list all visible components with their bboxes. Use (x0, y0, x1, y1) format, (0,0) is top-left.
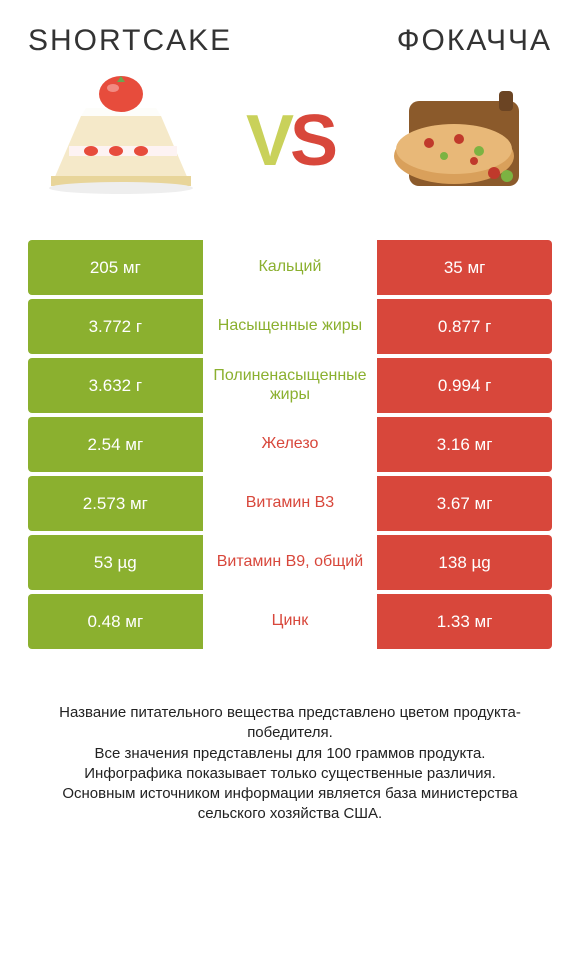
footer-line-1: Название питательного вещества представл… (32, 703, 548, 744)
nutrient-label: Железо (203, 417, 378, 472)
table-row: 3.632 гПолиненасыщенные жиры0.994 г (28, 358, 552, 413)
table-row: 53 µgВитамин B9, общий138 µg (28, 535, 552, 590)
right-value: 3.67 мг (377, 476, 552, 531)
focaccia-image (374, 76, 544, 206)
nutrient-label: Кальций (203, 240, 378, 295)
vs-label: VS (246, 100, 334, 182)
table-row: 0.48 мгЦинк1.33 мг (28, 594, 552, 649)
titles-row: SHORTCAKE ФОКАЧЧА (28, 24, 552, 58)
vs-s: S (290, 101, 334, 181)
infographic-container: SHORTCAKE ФОКАЧЧА VS (0, 0, 580, 964)
left-value: 3.632 г (28, 358, 203, 413)
left-value: 0.48 мг (28, 594, 203, 649)
nutrition-table: 205 мгКальций35 мг3.772 гНасыщенные жиры… (28, 240, 552, 653)
left-value: 3.772 г (28, 299, 203, 354)
table-row: 205 мгКальций35 мг (28, 240, 552, 295)
footer-line-4: Основным источником информации является … (32, 784, 548, 825)
right-value: 138 µg (377, 535, 552, 590)
left-value: 53 µg (28, 535, 203, 590)
footer-text: Название питательного вещества представл… (28, 703, 552, 825)
shortcake-image (36, 76, 206, 206)
left-value: 2.573 мг (28, 476, 203, 531)
nutrient-label: Витамин B3 (203, 476, 378, 531)
left-value: 205 мг (28, 240, 203, 295)
table-row: 2.54 мгЖелезо3.16 мг (28, 417, 552, 472)
vs-v: V (246, 101, 290, 181)
nutrient-label: Насыщенные жиры (203, 299, 378, 354)
table-row: 2.573 мгВитамин B33.67 мг (28, 476, 552, 531)
right-value: 1.33 мг (377, 594, 552, 649)
footer-line-2: Все значения представлены для 100 граммо… (32, 744, 548, 764)
nutrient-label: Витамин B9, общий (203, 535, 378, 590)
right-value: 3.16 мг (377, 417, 552, 472)
right-value: 35 мг (377, 240, 552, 295)
right-title: ФОКАЧЧА (397, 24, 552, 58)
footer-line-3: Инфографика показывает только существенн… (32, 764, 548, 784)
right-value: 0.994 г (377, 358, 552, 413)
nutrient-label: Цинк (203, 594, 378, 649)
table-row: 3.772 гНасыщенные жиры0.877 г (28, 299, 552, 354)
nutrient-label: Полиненасыщенные жиры (203, 358, 378, 413)
left-value: 2.54 мг (28, 417, 203, 472)
images-row: VS (28, 76, 552, 206)
right-value: 0.877 г (377, 299, 552, 354)
left-title: SHORTCAKE (28, 24, 232, 58)
